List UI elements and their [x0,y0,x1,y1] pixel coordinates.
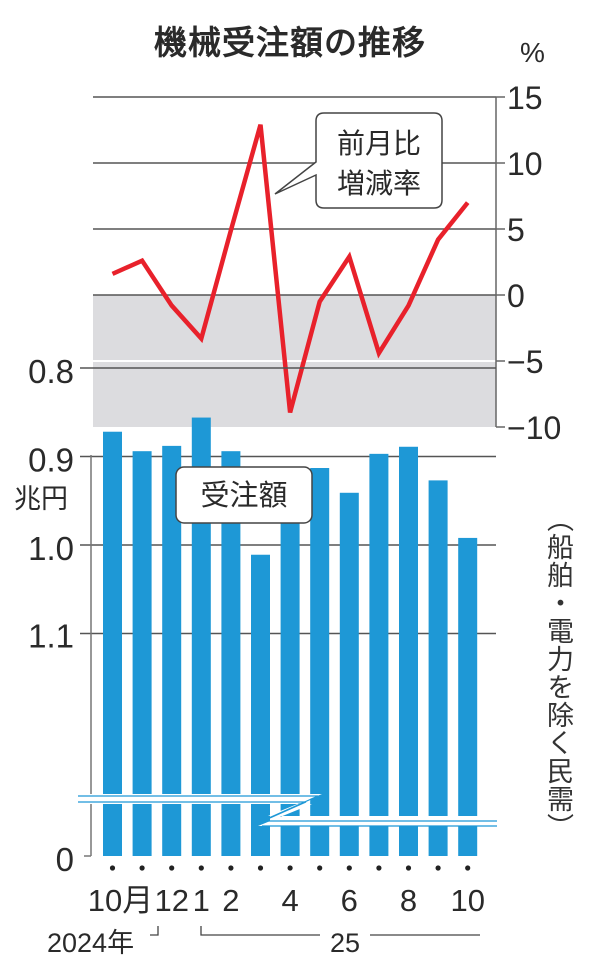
line-y-tick-label: −5 [507,344,543,380]
x-tick-label: 10月 [88,883,153,918]
line-chart-gridlines [93,96,496,362]
x-axis-labels: 10月 12 1 2 4 6 8 10 [88,883,485,918]
bar-y-tick-label: 1.1 [28,618,74,655]
bar-2025-09 [428,480,448,856]
rate-callout: 前月比 増減率 [274,112,443,209]
bar-2025-01 [191,417,211,856]
x-tick-label: 6 [341,883,358,918]
bar-2025-04 [280,472,300,856]
line-y-tick-label: −10 [507,410,561,446]
bar-2025-06 [339,492,359,856]
bar-y-tick-label: 1.0 [28,530,74,567]
year-labels: 2024年 25 [47,926,480,958]
x-tick-label: 12 [154,883,188,918]
axis-break-symbol [78,794,497,827]
bar-y-tick-label: 0 [56,841,74,878]
x-tick-label: 10 [450,883,484,918]
bar-chart-y-ticks: 1.1 1.0 0.9 0.8 0 [28,353,74,878]
line-y-tick-label: 0 [507,278,525,314]
chart-title-text: 機械受注額の推移 [154,23,426,62]
line-y-tick-label: 10 [507,146,543,182]
bar-y-tick-label: 0.8 [28,353,74,390]
year-2025-label: 25 [330,928,360,958]
x-tick-label: 8 [400,883,417,918]
rate-line-series [111,124,470,414]
bar-2025-03 [251,554,270,856]
note-vertical: （船舶・電力を除く民需） [542,505,573,841]
bar-chart: 1.11.00.90.80 兆円 受注額 10月 12 1 2 4 6 8 10 2024年 … [14,353,497,958]
month-dots [109,865,471,871]
percent-unit-label: % [520,37,545,68]
bar-2025-05 [310,468,330,856]
bar-y-tick-label: 0.9 [28,442,74,479]
bar-2025-07 [369,453,389,856]
line-chart-y-ticks: 15 10 5 0 −5 −10 [496,80,561,446]
x-tick-label: 2 [222,883,239,918]
line-y-tick-label: 5 [507,212,525,248]
bar-2025-08 [399,446,418,856]
x-tick-label: 1 [193,883,210,918]
amount-callout-box [175,466,313,524]
bar-2025-02 [221,451,241,856]
year-2024-label: 2024年 [47,928,134,958]
bar-2024-11 [132,451,152,856]
callout-line1: 前月比 [337,128,421,159]
callout-box [274,112,443,209]
line-y-tick-label: 15 [507,80,543,116]
line-chart: 15 10 5 0 −5 −10 % 前月比 増減率 [93,37,561,446]
bars [103,417,478,856]
bar-2024-12 [162,445,182,856]
callout-line2: 増減率 [337,168,421,199]
bar-2024-10 [103,431,122,856]
amount-callout: 受注額 [175,466,313,524]
yen-unit-label: 兆円 [14,484,68,514]
chart-title: 機械受注額の推移 [0,16,600,64]
amount-callout-text: 受注額 [200,479,287,512]
bar-2025-10 [458,537,478,856]
x-tick-label: 4 [281,883,298,918]
